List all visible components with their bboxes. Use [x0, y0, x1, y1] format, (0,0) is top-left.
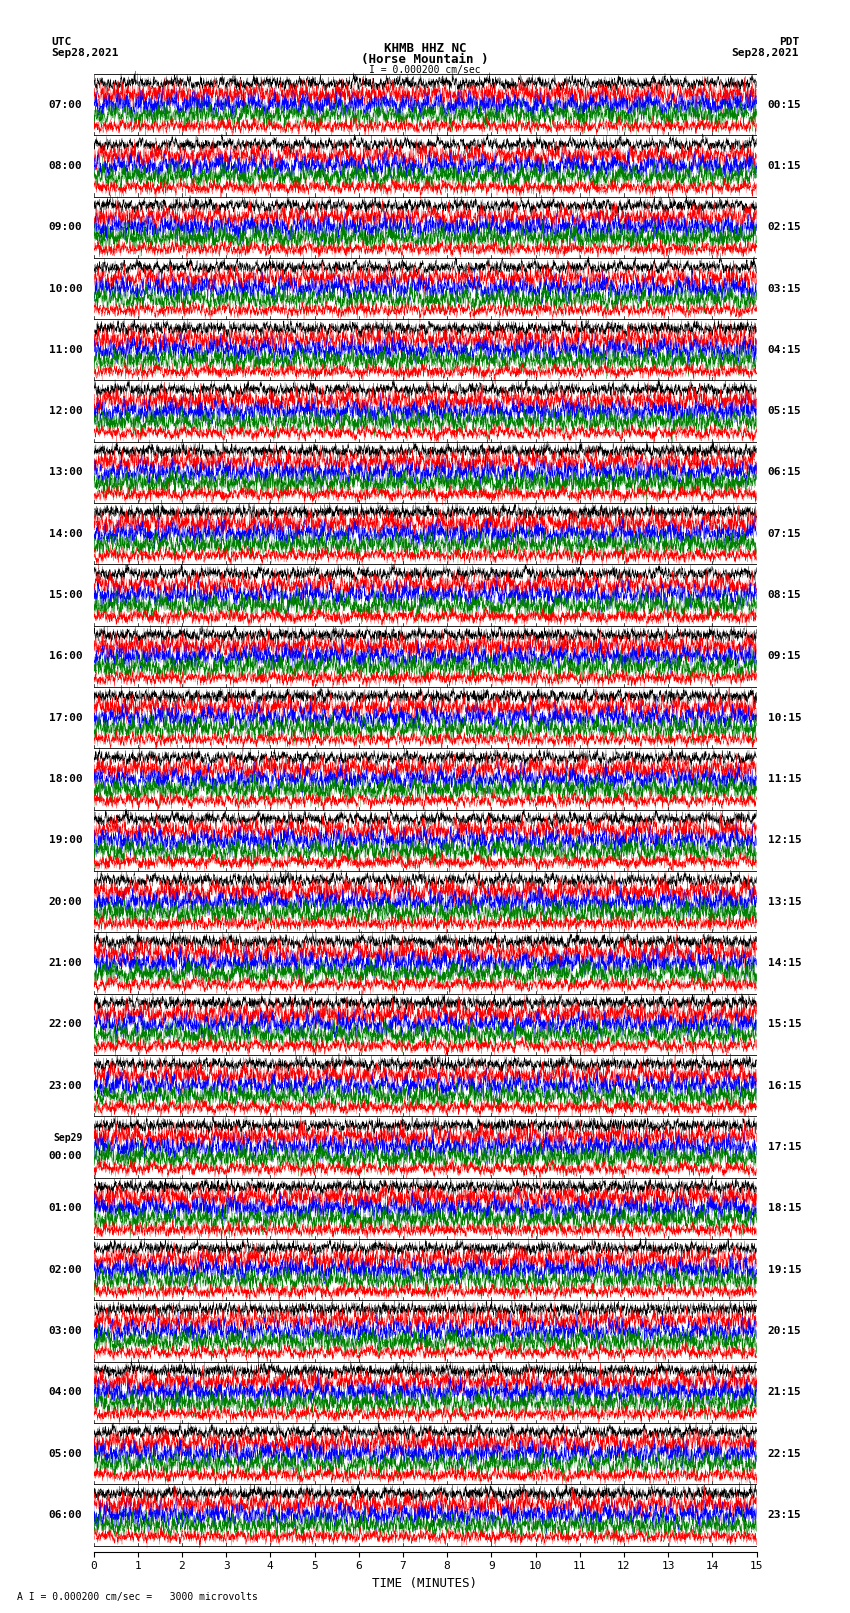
Text: 08:00: 08:00 [48, 161, 82, 171]
Text: 05:15: 05:15 [768, 406, 802, 416]
Text: 06:15: 06:15 [768, 468, 802, 477]
Text: 14:15: 14:15 [768, 958, 802, 968]
Text: UTC: UTC [51, 37, 71, 47]
Text: 14:00: 14:00 [48, 529, 82, 539]
Text: KHMB HHZ NC: KHMB HHZ NC [383, 42, 467, 55]
Text: 18:15: 18:15 [768, 1203, 802, 1213]
Text: 04:15: 04:15 [768, 345, 802, 355]
Text: 01:15: 01:15 [768, 161, 802, 171]
Text: 04:00: 04:00 [48, 1387, 82, 1397]
Text: 15:00: 15:00 [48, 590, 82, 600]
Text: 18:00: 18:00 [48, 774, 82, 784]
Text: 13:15: 13:15 [768, 897, 802, 907]
Text: 22:15: 22:15 [768, 1448, 802, 1458]
Text: 12:00: 12:00 [48, 406, 82, 416]
Text: 11:00: 11:00 [48, 345, 82, 355]
Text: 02:00: 02:00 [48, 1265, 82, 1274]
Text: 00:15: 00:15 [768, 100, 802, 110]
Text: 12:15: 12:15 [768, 836, 802, 845]
Text: A I = 0.000200 cm/sec =   3000 microvolts: A I = 0.000200 cm/sec = 3000 microvolts [17, 1592, 258, 1602]
Text: 13:00: 13:00 [48, 468, 82, 477]
Text: 08:15: 08:15 [768, 590, 802, 600]
Text: 03:15: 03:15 [768, 284, 802, 294]
X-axis label: TIME (MINUTES): TIME (MINUTES) [372, 1578, 478, 1590]
Text: 21:00: 21:00 [48, 958, 82, 968]
Text: 10:15: 10:15 [768, 713, 802, 723]
Text: 16:00: 16:00 [48, 652, 82, 661]
Text: PDT: PDT [779, 37, 799, 47]
Text: Sep29: Sep29 [53, 1132, 82, 1142]
Text: Sep28,2021: Sep28,2021 [732, 48, 799, 58]
Text: 01:00: 01:00 [48, 1203, 82, 1213]
Text: 03:00: 03:00 [48, 1326, 82, 1336]
Text: 19:15: 19:15 [768, 1265, 802, 1274]
Text: 20:15: 20:15 [768, 1326, 802, 1336]
Text: 22:00: 22:00 [48, 1019, 82, 1029]
Text: 20:00: 20:00 [48, 897, 82, 907]
Text: 06:00: 06:00 [48, 1510, 82, 1519]
Text: 23:00: 23:00 [48, 1081, 82, 1090]
Text: I = 0.000200 cm/sec: I = 0.000200 cm/sec [369, 65, 481, 74]
Text: 17:00: 17:00 [48, 713, 82, 723]
Text: Sep28,2021: Sep28,2021 [51, 48, 118, 58]
Text: 00:00: 00:00 [48, 1152, 82, 1161]
Text: 11:15: 11:15 [768, 774, 802, 784]
Text: 10:00: 10:00 [48, 284, 82, 294]
Text: 09:00: 09:00 [48, 223, 82, 232]
Text: 07:00: 07:00 [48, 100, 82, 110]
Text: 15:15: 15:15 [768, 1019, 802, 1029]
Text: 17:15: 17:15 [768, 1142, 802, 1152]
Text: 05:00: 05:00 [48, 1448, 82, 1458]
Text: 02:15: 02:15 [768, 223, 802, 232]
Text: (Horse Mountain ): (Horse Mountain ) [361, 53, 489, 66]
Text: 23:15: 23:15 [768, 1510, 802, 1519]
Text: 19:00: 19:00 [48, 836, 82, 845]
Text: 09:15: 09:15 [768, 652, 802, 661]
Text: 07:15: 07:15 [768, 529, 802, 539]
Text: 16:15: 16:15 [768, 1081, 802, 1090]
Text: 21:15: 21:15 [768, 1387, 802, 1397]
